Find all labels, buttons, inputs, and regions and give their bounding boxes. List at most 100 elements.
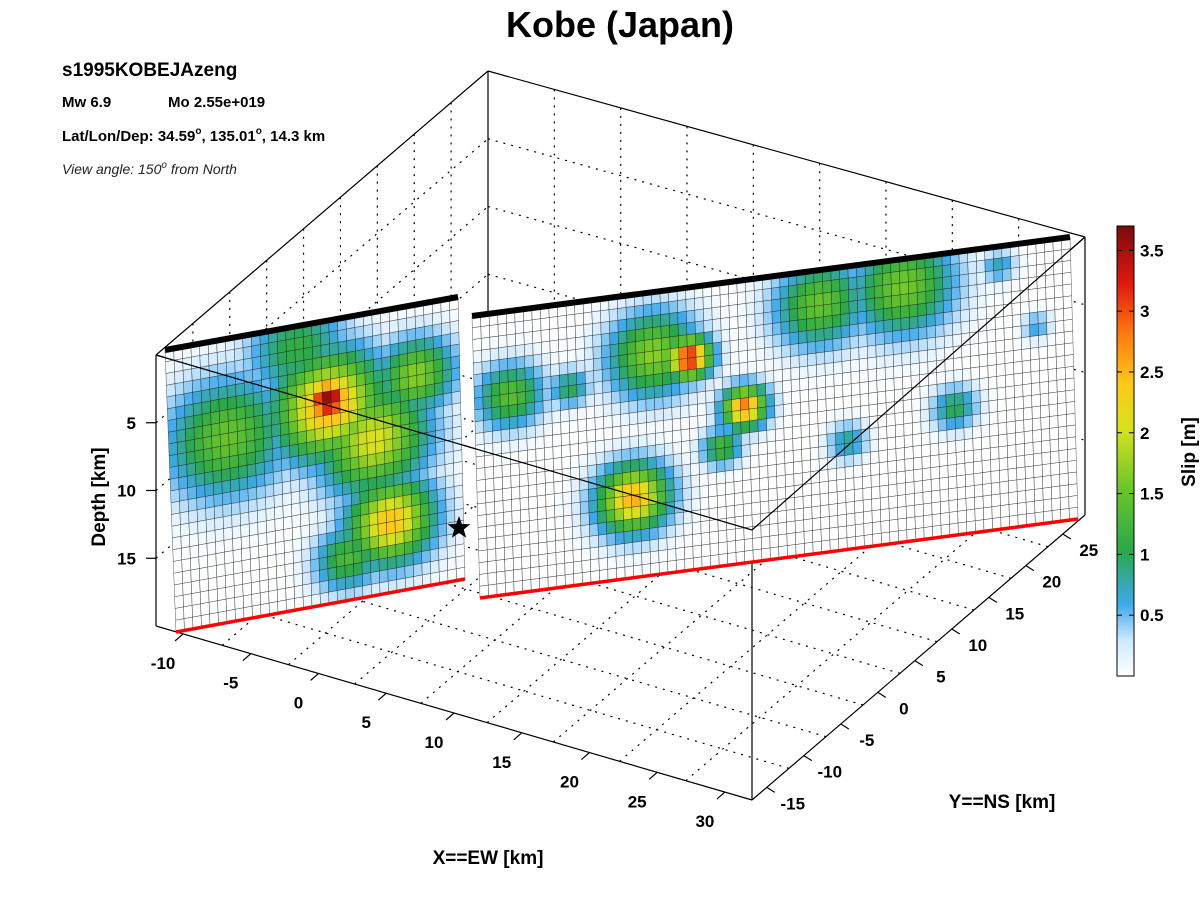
slip-cell: [1064, 366, 1075, 380]
slip-cell: [830, 278, 841, 293]
fault-panel-1: [164, 296, 466, 633]
slip-cell: [741, 455, 751, 470]
slip-cell: [961, 356, 971, 370]
slip-cell: [887, 448, 897, 462]
slip-cell: [209, 375, 219, 390]
slip-cell: [436, 464, 446, 479]
slip-cell: [883, 319, 893, 333]
slip-cell: [683, 510, 693, 525]
slip-cell: [592, 345, 602, 360]
slip-cell: [624, 542, 634, 556]
slip-cell: [856, 287, 867, 301]
slip-cell: [208, 588, 218, 603]
slip-cell: [291, 502, 301, 517]
slip-cell: [438, 546, 448, 561]
slip-cell: [454, 496, 464, 511]
slip-cell: [769, 523, 779, 537]
slip-cell: [1065, 389, 1075, 403]
slip-cell: [645, 374, 655, 388]
slip-cell: [837, 513, 847, 528]
slip-cell: [943, 311, 953, 325]
slip-cell: [702, 295, 713, 310]
slip-cell: [724, 458, 734, 472]
slip-cell: [545, 505, 556, 519]
slip-cell: [961, 344, 971, 358]
slip-cell: [615, 543, 625, 557]
slip-cell: [936, 371, 946, 385]
slip-cell: [1023, 406, 1033, 421]
slip-cell: [373, 381, 383, 396]
slip-cell: [1019, 265, 1029, 280]
slip-cell: [806, 317, 816, 331]
slip-cell: [425, 395, 436, 410]
slip-cell: [703, 331, 714, 345]
slip-cell: [453, 461, 463, 476]
slip-cell: [1042, 486, 1052, 501]
slip-cell: [964, 461, 974, 476]
slip-cell: [865, 298, 875, 312]
slip-cell: [195, 472, 205, 487]
slip-cell: [528, 507, 538, 521]
slip-cell: [279, 410, 289, 424]
slip-cell: [428, 489, 438, 504]
slip-cell: [700, 520, 710, 534]
slip-cell: [657, 514, 667, 528]
slip-cell: [489, 347, 500, 361]
slip-cell: [375, 428, 385, 443]
slip-cell: [570, 455, 580, 469]
slip-cell: [364, 371, 375, 385]
slip-cell: [567, 361, 577, 375]
slip-cell: [763, 311, 773, 325]
slip-cell: [1024, 442, 1034, 456]
colorbar-tick-label: 2.5: [1140, 363, 1164, 382]
slip-cell: [589, 535, 599, 549]
slip-cell: [1057, 414, 1067, 428]
slip-cell: [534, 424, 545, 438]
slip-cell: [1055, 331, 1065, 346]
slip-cell: [711, 294, 721, 309]
slip-cell: [665, 477, 675, 492]
colorbar-label: Slip [m]: [1179, 417, 1200, 487]
slip-cell: [199, 353, 210, 368]
slip-cell: [771, 310, 782, 324]
slip-cell: [365, 382, 375, 397]
slip-cell: [1019, 289, 1030, 303]
slip-cell: [167, 406, 177, 421]
slip-cell: [725, 481, 735, 496]
slip-cell: [360, 513, 370, 528]
slip-cell: [645, 386, 655, 400]
slip-cell: [200, 365, 210, 380]
slip-cell: [473, 373, 483, 387]
slip-cell: [1047, 344, 1057, 359]
slip-cell: [764, 346, 774, 361]
slip-cell: [322, 414, 333, 428]
slip-cell: [217, 598, 227, 613]
slip-cell: [605, 497, 615, 511]
slip-cell: [733, 468, 743, 483]
slip-cell: [903, 422, 913, 436]
slip-cell: [978, 342, 988, 356]
slip-cell: [948, 475, 958, 490]
slip-cell: [541, 352, 551, 366]
slip-cell: [571, 502, 581, 516]
slip-cell: [401, 447, 411, 461]
slip-cell: [380, 320, 390, 335]
slip-cell: [1000, 504, 1010, 518]
slip-cell: [208, 576, 218, 591]
deg-sup-2: o: [256, 126, 262, 137]
slip-cell: [419, 467, 429, 482]
slip-cell: [892, 341, 902, 355]
slip-cell: [168, 430, 178, 445]
slip-cell: [1031, 405, 1041, 420]
slip-cell: [347, 362, 357, 377]
slip-cell: [331, 412, 341, 427]
slip-cell: [850, 347, 860, 361]
slip-cell: [502, 499, 512, 513]
slip-cell: [758, 430, 768, 444]
slip-cell: [762, 288, 772, 302]
slip-cell: [933, 265, 943, 279]
slip-cell: [342, 481, 352, 496]
slip-cell: [854, 500, 864, 514]
slip-cell: [561, 444, 571, 458]
slip-cell: [349, 421, 359, 436]
